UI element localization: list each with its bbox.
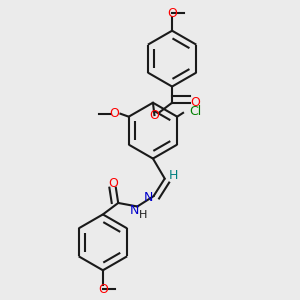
Text: H: H [168,169,178,182]
Text: Cl: Cl [189,105,201,118]
Text: N: N [143,191,153,204]
Text: N: N [130,204,139,218]
Text: O: O [109,177,118,190]
Text: O: O [98,283,108,296]
Text: O: O [149,109,159,122]
Text: O: O [190,96,200,109]
Text: H: H [139,210,147,220]
Text: O: O [167,7,177,20]
Text: O: O [110,107,119,120]
